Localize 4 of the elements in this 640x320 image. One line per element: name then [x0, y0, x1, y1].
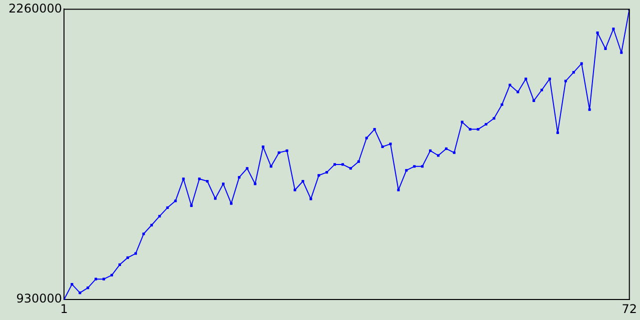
- y-tick-label: 930000: [16, 292, 62, 306]
- y-tick-label: 2260000: [8, 1, 62, 16]
- x-tick-label: 1: [60, 302, 68, 316]
- x-tick-label: 72: [622, 302, 638, 316]
